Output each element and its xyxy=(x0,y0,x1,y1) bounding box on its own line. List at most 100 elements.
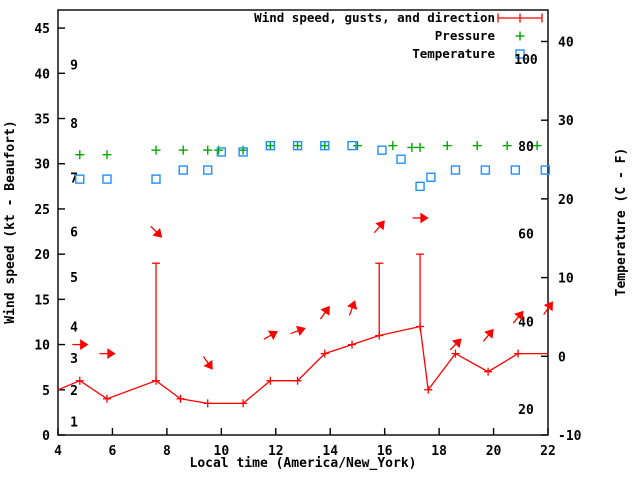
x-tick-label: 16 xyxy=(377,444,393,459)
wind-direction-arrow xyxy=(482,328,494,342)
y-left-tick-label: 15 xyxy=(34,293,50,308)
pressure-marker xyxy=(102,150,112,160)
wind-direction-arrow xyxy=(373,220,385,234)
legend-label: Pressure xyxy=(435,28,496,43)
y-left-tick-labels: 0 5 10 15 20 25 30 35 40 45 xyxy=(34,22,50,444)
temperature-marker xyxy=(347,140,357,151)
wind-direction-arrow xyxy=(319,305,330,320)
pressure-markers xyxy=(75,141,542,160)
temperature-marker xyxy=(510,165,521,175)
pressure-marker xyxy=(352,141,362,151)
pressure-marker xyxy=(532,141,542,151)
beaufort-label: 5 xyxy=(70,271,78,286)
y-right-tick-label: -10 xyxy=(558,429,582,444)
legend-temperature-marker xyxy=(515,49,525,59)
wind-speed-line xyxy=(57,325,548,405)
x-axis-title: Local time (America/New_York) xyxy=(190,456,417,471)
temperature-marker xyxy=(426,172,436,182)
beaufort-label: 6 xyxy=(70,226,78,241)
temperature-marker xyxy=(320,140,330,151)
wind-gust-bars xyxy=(152,253,425,381)
wind-direction-arrow xyxy=(99,348,116,360)
y-left-tick-label: 0 xyxy=(42,429,50,444)
pressure-marker xyxy=(151,145,161,155)
wind-direction-arrow xyxy=(72,339,89,350)
temperature-marker xyxy=(178,165,188,175)
pressure-marker xyxy=(388,141,398,151)
temperature-marker xyxy=(203,165,213,175)
temperature-marker xyxy=(396,154,406,164)
temperature-marker xyxy=(540,165,550,175)
beaufort-label: 9 xyxy=(70,58,78,73)
temperature-marker xyxy=(75,174,85,184)
pressure-marker xyxy=(265,141,275,151)
pressure-marker xyxy=(178,145,188,155)
y-left-tick-label: 35 xyxy=(34,113,50,128)
y-right-tick-label: 0 xyxy=(558,350,566,365)
pressure-marker xyxy=(203,145,213,155)
pressure-marker xyxy=(75,150,85,160)
temperature-marker xyxy=(292,140,303,151)
wind-speed-markers xyxy=(75,322,523,408)
pressure-marker xyxy=(502,141,512,151)
y-right-tick-label: 20 xyxy=(558,193,574,208)
y-right-tick-labels: -10 0 10 20 30 40 xyxy=(558,35,582,444)
pressure-marker xyxy=(293,141,303,151)
legend-label: Wind speed, gusts, and direction xyxy=(254,10,495,25)
temperature-marker xyxy=(238,147,248,157)
beaufort-label: 3 xyxy=(70,352,78,367)
wind-direction-arrow xyxy=(263,330,278,341)
temperature-marker xyxy=(265,140,276,151)
wind-direction-arrow xyxy=(150,225,163,238)
pressure-marker xyxy=(472,141,482,151)
temperature-marker xyxy=(480,165,491,175)
wind-direction-arrows xyxy=(72,212,553,370)
x-tick-label: 4 xyxy=(54,444,62,459)
beaufort-label: 8 xyxy=(70,117,78,132)
y-right-tick-label: 10 xyxy=(558,272,574,287)
y-left-tick-label: 45 xyxy=(34,22,50,37)
x-tick-label: 10 xyxy=(214,444,230,459)
y-left-beaufort-labels: 1 2 3 4 5 6 7 8 9 xyxy=(70,58,78,430)
temperature-marker xyxy=(377,145,387,155)
pressure-marker xyxy=(407,142,417,152)
fahrenheit-label: 20 xyxy=(518,403,534,418)
y-left-tick-label: 25 xyxy=(34,203,50,218)
y-left-tick-label: 40 xyxy=(34,67,50,82)
pressure-marker xyxy=(238,145,248,155)
y-right-axis-title: Temperature (C - F) xyxy=(614,148,629,297)
pressure-marker xyxy=(320,141,330,151)
fahrenheit-label: 80 xyxy=(518,140,534,155)
wind-direction-arrow xyxy=(449,338,462,351)
temperature-marker xyxy=(450,165,461,175)
beaufort-label: 4 xyxy=(70,320,78,335)
wind-direction-arrow xyxy=(347,300,358,316)
x-tick-label: 6 xyxy=(109,444,117,459)
y-left-axis-title: Wind speed (kt - Beaufort) xyxy=(3,120,18,324)
x-tick-label: 14 xyxy=(322,444,338,459)
wind-direction-arrow xyxy=(543,301,553,315)
y-left-ticks xyxy=(58,27,65,436)
x-tick-label: 12 xyxy=(268,444,284,459)
y-right-tick-label: 30 xyxy=(558,114,574,129)
temperature-marker xyxy=(415,181,425,192)
wind-direction-arrow xyxy=(412,212,429,224)
x-tick-label: 20 xyxy=(486,444,502,459)
x-tick-label: 8 xyxy=(163,444,171,459)
temperature-markers xyxy=(75,140,550,192)
temperature-marker xyxy=(151,174,161,184)
fahrenheit-label: 60 xyxy=(518,228,534,243)
x-axis-ticks xyxy=(57,428,549,435)
beaufort-label: 7 xyxy=(70,171,78,186)
wind-direction-arrow xyxy=(290,325,306,336)
legend-label: Temperature xyxy=(412,46,495,61)
y-left-tick-label: 20 xyxy=(34,248,50,263)
fahrenheit-label: 100 xyxy=(514,53,538,68)
beaufort-label: 1 xyxy=(70,415,78,430)
y-right-ticks xyxy=(541,40,548,436)
temperature-marker xyxy=(102,174,112,184)
y-left-tick-label: 30 xyxy=(34,158,50,173)
